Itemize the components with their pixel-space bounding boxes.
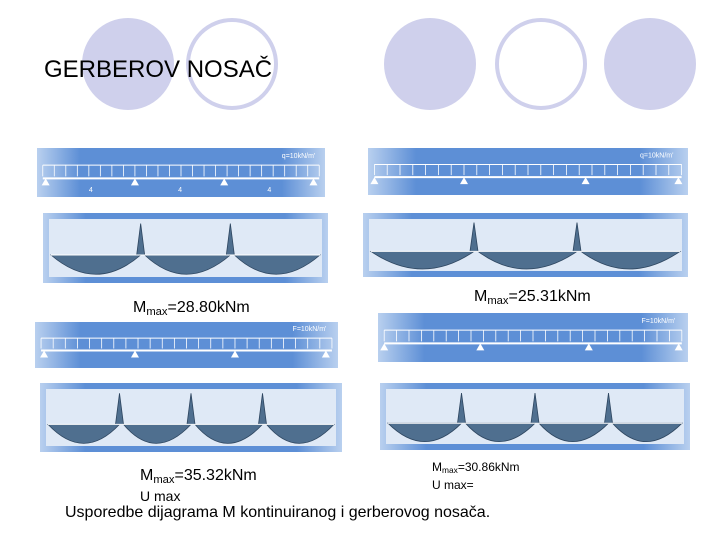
caption: Usporedbe dijagrama M kontinuiranog i ge… bbox=[65, 504, 491, 521]
symbol: M bbox=[474, 288, 488, 305]
note: U max= bbox=[432, 478, 474, 492]
support bbox=[309, 178, 318, 186]
value: =35.32kNm bbox=[174, 467, 257, 484]
support bbox=[40, 350, 49, 358]
support bbox=[220, 178, 229, 186]
value: =25.31kNm bbox=[508, 288, 591, 305]
moment-text: Mmax=35.32kNm bbox=[140, 467, 257, 486]
symbol: M bbox=[133, 299, 147, 316]
moment-text: Mmax=28.80kNm bbox=[133, 299, 250, 318]
load-label: q=10kN/m' bbox=[282, 153, 315, 160]
subscript: max bbox=[146, 305, 168, 318]
support bbox=[460, 177, 468, 185]
support bbox=[230, 350, 239, 358]
span-label: 4 bbox=[178, 187, 182, 194]
subscript: max bbox=[487, 294, 509, 307]
support bbox=[380, 343, 389, 351]
subscript: max bbox=[442, 465, 458, 476]
symbol: M bbox=[432, 460, 442, 474]
moment-shape bbox=[49, 223, 322, 275]
support bbox=[130, 350, 139, 358]
support bbox=[476, 343, 485, 351]
moment-shape bbox=[47, 393, 335, 444]
moment-text: Mmax=25.31kNm bbox=[474, 288, 591, 307]
support bbox=[674, 177, 683, 185]
subscript: max bbox=[153, 473, 175, 486]
moment-shape bbox=[369, 222, 682, 270]
support bbox=[584, 343, 593, 351]
support bbox=[41, 178, 50, 186]
load-label: q=10kN/m' bbox=[640, 152, 673, 159]
support bbox=[321, 350, 330, 358]
support bbox=[370, 177, 379, 185]
value: =28.80kNm bbox=[167, 299, 250, 316]
span-label: 4 bbox=[89, 187, 93, 194]
moment-text: Mmax=30.86kNm bbox=[432, 460, 520, 475]
value: =30.86kNm bbox=[457, 460, 520, 474]
decor-circles bbox=[82, 18, 696, 110]
symbol: M bbox=[140, 467, 154, 484]
load-label: F=10kN/m' bbox=[642, 318, 676, 325]
moment-shape bbox=[387, 392, 683, 443]
load-label: F=10kN/m' bbox=[293, 326, 327, 333]
span-label: 4 bbox=[267, 187, 271, 194]
support bbox=[130, 178, 139, 186]
support bbox=[581, 177, 590, 185]
title: GERBEROV NOSAČ bbox=[44, 55, 272, 83]
support bbox=[674, 343, 683, 351]
note: U max bbox=[140, 488, 181, 504]
